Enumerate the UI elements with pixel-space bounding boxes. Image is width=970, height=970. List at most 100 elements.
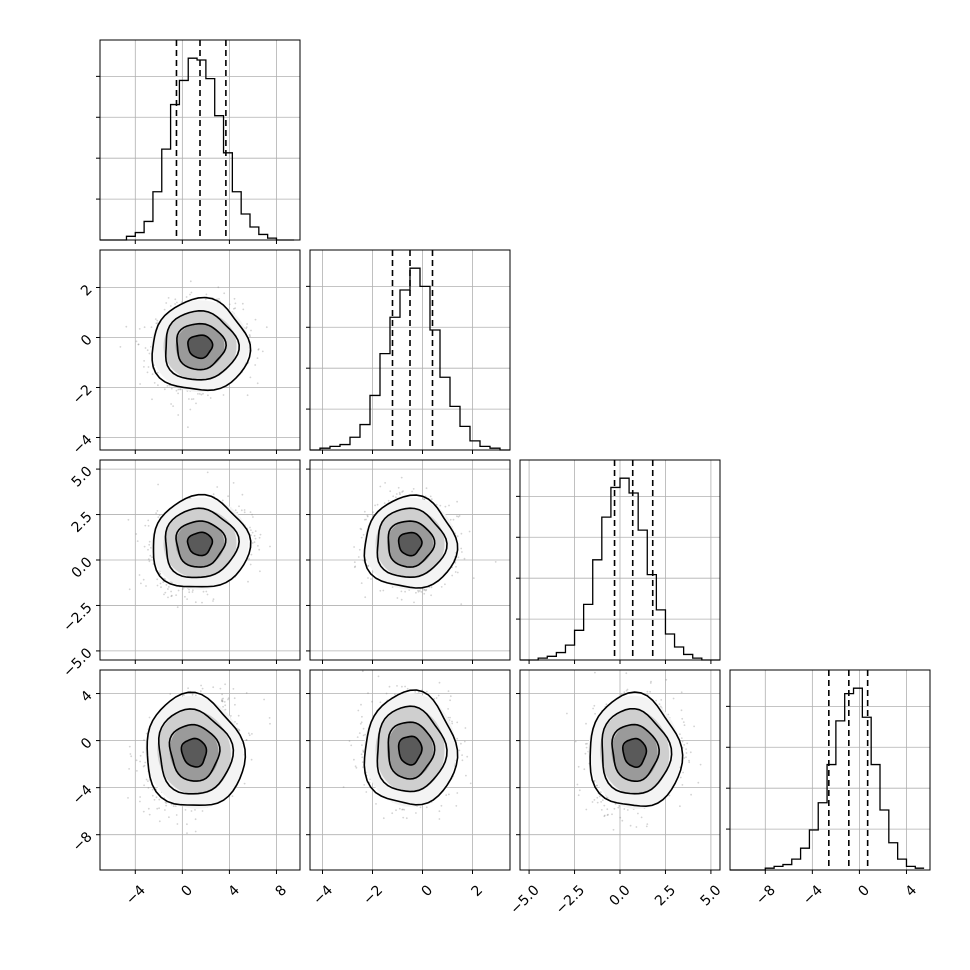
scatter-point	[154, 318, 157, 320]
scatter-point	[169, 581, 172, 584]
scatter-point	[353, 566, 356, 569]
scatter-point	[192, 398, 195, 400]
scatter-point	[454, 571, 457, 573]
scatter-point	[175, 389, 178, 392]
scatter-point	[222, 705, 225, 708]
scatter-point	[429, 495, 432, 498]
y-tick-label: 2	[78, 282, 96, 300]
scatter-point	[187, 426, 189, 429]
scatter-point	[246, 323, 249, 325]
scatter-point	[222, 697, 225, 700]
scatter-point	[425, 487, 428, 490]
scatter-point	[456, 515, 458, 518]
scatter-point	[188, 591, 191, 594]
axes-frame	[99, 249, 301, 451]
scatter-point	[269, 545, 271, 548]
scatter-point	[156, 510, 159, 512]
pair-content	[127, 471, 271, 609]
scatter-point	[401, 491, 403, 493]
scatter-point	[218, 298, 220, 300]
pair-panel-1-0: −4−202	[70, 249, 301, 458]
scatter-point	[163, 593, 165, 596]
scatter-point	[230, 715, 232, 717]
scatter-point	[186, 598, 189, 600]
scatter-point	[448, 504, 450, 507]
scatter-point	[430, 498, 433, 501]
scatter-point	[354, 565, 357, 568]
scatter-point	[449, 518, 452, 521]
scatter-point	[201, 810, 204, 812]
scatter-point	[392, 495, 395, 498]
scatter-point	[138, 574, 141, 576]
scatter-point	[174, 303, 177, 305]
scatter-point	[163, 308, 166, 311]
scatter-point	[494, 561, 497, 563]
scatter-point	[176, 301, 178, 304]
scatter-point	[367, 565, 370, 567]
scatter-point	[413, 601, 415, 604]
scatter-point	[168, 384, 171, 387]
scatter-point	[151, 556, 153, 559]
hist-panel-1	[306, 249, 511, 454]
y-tick-label: 0.0	[69, 554, 96, 581]
scatter-point	[159, 573, 162, 575]
scatter-point	[253, 534, 256, 537]
scatter-point	[142, 751, 145, 754]
scatter-point	[139, 760, 142, 763]
scatter-point	[125, 325, 128, 328]
scatter-point	[242, 308, 245, 311]
scatter-point	[172, 805, 175, 807]
scatter-point	[379, 485, 382, 488]
scatter-point	[147, 525, 150, 527]
scatter-point	[249, 563, 252, 566]
scatter-point	[457, 556, 460, 559]
scatter-point	[147, 780, 149, 782]
scatter-point	[460, 532, 463, 535]
scatter-point	[250, 534, 252, 536]
scatter-point	[396, 597, 399, 599]
scatter-point	[360, 528, 363, 531]
y-tick-label: −5.0	[60, 645, 95, 680]
scatter-point	[468, 530, 471, 533]
scatter-point	[455, 565, 457, 568]
scatter-point	[167, 297, 170, 299]
scatter-point	[444, 583, 446, 586]
scatter-point	[119, 346, 122, 348]
contour-line	[164, 310, 240, 381]
scatter-point	[460, 547, 463, 550]
scatter-point	[245, 327, 248, 330]
scatter-point	[191, 693, 194, 696]
scatter-point	[382, 589, 385, 592]
scatter-point	[251, 542, 254, 544]
scatter-point	[472, 577, 475, 579]
scatter-point	[156, 584, 159, 587]
scatter-point	[138, 328, 141, 330]
scatter-point	[451, 574, 454, 577]
scatter-point	[250, 529, 252, 531]
scatter-point	[458, 515, 461, 517]
scatter-point	[400, 476, 403, 479]
scatter-point	[136, 770, 138, 772]
scatter-point	[247, 580, 249, 583]
scatter-point	[189, 293, 191, 296]
scatter-point	[435, 503, 438, 506]
scatter-point	[379, 589, 382, 592]
scatter-point	[404, 590, 406, 593]
scatter-point	[147, 519, 150, 522]
scatter-point	[463, 557, 466, 560]
hist-step-line	[520, 477, 720, 661]
scatter-point	[127, 518, 130, 521]
scatter-point	[221, 693, 224, 696]
scatter-point	[153, 382, 156, 384]
scatter-point	[439, 504, 442, 507]
scatter-point	[243, 509, 246, 511]
scatter-point	[202, 392, 204, 395]
scatter-point	[423, 589, 425, 591]
scatter-point	[254, 364, 257, 366]
scatter-point	[190, 810, 193, 812]
scatter-point	[147, 558, 150, 560]
scatter-point	[249, 526, 251, 529]
y-tick-label: −2.5	[60, 600, 95, 635]
y-tick-label: 2.5	[69, 509, 96, 536]
